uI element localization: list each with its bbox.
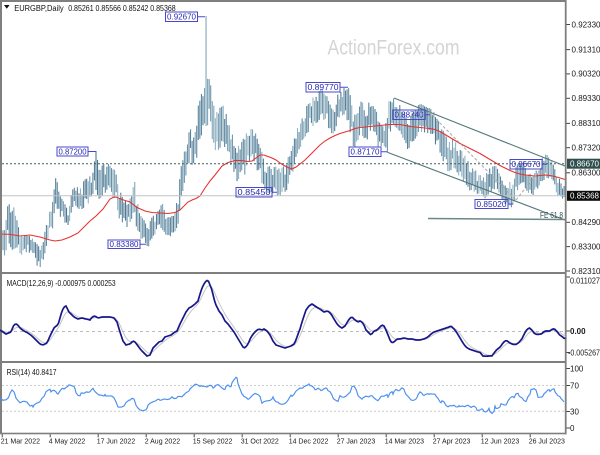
svg-text:0.83380: 0.83380 — [110, 240, 140, 249]
svg-text:0: 0 — [570, 424, 575, 433]
svg-text:21 Mar 2022: 21 Mar 2022 — [1, 439, 40, 446]
svg-text:17 Jun 2022: 17 Jun 2022 — [97, 439, 136, 446]
svg-text:0.89770: 0.89770 — [308, 83, 340, 92]
svg-text:FE 61.8: FE 61.8 — [540, 211, 563, 220]
svg-text:0.87320: 0.87320 — [572, 144, 600, 153]
svg-text:0.87170: 0.87170 — [351, 148, 381, 157]
svg-text:0.86670: 0.86670 — [570, 160, 600, 169]
svg-text:MACD(12,26,9) -0.000975 0.0002: MACD(12,26,9) -0.000975 0.000253 — [7, 279, 116, 288]
svg-text:27 Jan 2023: 27 Jan 2023 — [337, 439, 376, 446]
svg-text:0.00: 0.00 — [570, 327, 586, 336]
svg-text:0.86670: 0.86670 — [512, 160, 542, 169]
svg-text:0.86300: 0.86300 — [572, 169, 600, 178]
svg-text:0.92670: 0.92670 — [167, 13, 197, 22]
svg-text:0.85261 0.85566 0.85242 0.8536: 0.85261 0.85566 0.85242 0.85368 — [68, 4, 176, 13]
svg-text:0.83300: 0.83300 — [572, 242, 600, 251]
svg-text:0.88310: 0.88310 — [572, 119, 600, 128]
svg-text:0.82310: 0.82310 — [572, 267, 600, 276]
svg-text:0.85450: 0.85450 — [238, 188, 272, 197]
svg-text:100: 100 — [570, 364, 584, 373]
svg-text:0.90320: 0.90320 — [572, 70, 600, 79]
svg-text:30: 30 — [570, 407, 579, 416]
svg-text:0.87200: 0.87200 — [59, 147, 88, 156]
svg-text:0.85020: 0.85020 — [477, 200, 508, 209]
svg-text:0.011027: 0.011027 — [570, 276, 600, 285]
svg-text:EURGBP,Daily: EURGBP,Daily — [14, 4, 64, 13]
svg-text:14 Dec 2022: 14 Dec 2022 — [289, 439, 329, 446]
svg-text:12 Jun 2023: 12 Jun 2023 — [481, 439, 520, 446]
svg-text:ActionForex.com: ActionForex.com — [328, 36, 460, 60]
svg-text:27 Apr 2023: 27 Apr 2023 — [433, 439, 471, 446]
svg-text:0.88740: 0.88740 — [395, 111, 425, 120]
svg-text:0.84290: 0.84290 — [572, 218, 600, 227]
svg-text:0.92330: 0.92330 — [572, 20, 600, 29]
svg-text:31 Oct 2022: 31 Oct 2022 — [241, 439, 279, 446]
svg-text:26 Jul 2023: 26 Jul 2023 — [529, 439, 565, 446]
svg-text:RSI(14) 40.8417: RSI(14) 40.8417 — [7, 368, 57, 377]
svg-text:4 May 2022: 4 May 2022 — [49, 439, 86, 446]
svg-text:0.85368: 0.85368 — [570, 192, 600, 201]
svg-text:15 Sep 2022: 15 Sep 2022 — [193, 439, 233, 446]
svg-text:14 Mar 2023: 14 Mar 2023 — [385, 439, 424, 446]
svg-text:0.89330: 0.89330 — [572, 94, 600, 103]
svg-text:0.91310: 0.91310 — [572, 45, 600, 54]
svg-text:-0.005267: -0.005267 — [568, 348, 600, 357]
svg-text:70: 70 — [570, 381, 579, 390]
svg-text:2 Aug 2022: 2 Aug 2022 — [145, 439, 181, 446]
